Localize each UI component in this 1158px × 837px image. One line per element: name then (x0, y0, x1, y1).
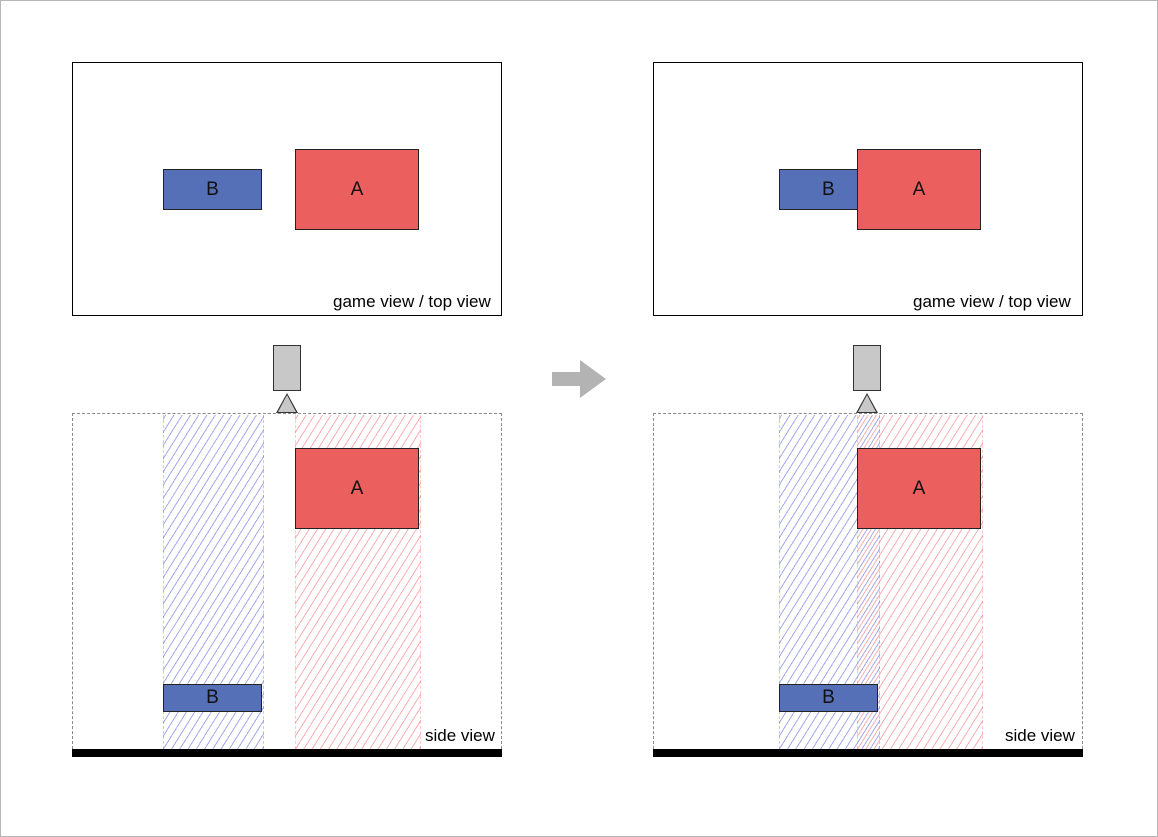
left-side-view-panel (72, 413, 502, 749)
box-a-label: A (350, 477, 364, 499)
left-camera-body-icon (273, 345, 301, 391)
box-a-label: A (350, 178, 364, 200)
left-top-view-panel (72, 62, 502, 316)
box-b-label: B (206, 178, 219, 200)
left-top-box-b: B (163, 169, 262, 210)
left-side-box-b: B (163, 684, 262, 712)
arrow-right-icon (552, 360, 606, 398)
box-a-label: A (912, 477, 926, 499)
box-b-label: B (822, 687, 835, 708)
box-b-label: B (822, 178, 835, 200)
right-camera-lens-icon (856, 393, 878, 413)
left-ground-line (72, 749, 502, 757)
box-a-label: A (912, 178, 926, 200)
left-camera-lens-icon (276, 393, 298, 413)
right-top-box-a: A (857, 149, 981, 230)
left-top-view-caption: game view / top view (333, 292, 491, 311)
box-b-label: B (206, 687, 219, 708)
left-top-box-a: A (295, 149, 419, 230)
right-side-view-panel (653, 413, 1083, 749)
right-side-view-caption: side view (1005, 726, 1075, 745)
right-camera-body-icon (853, 345, 881, 391)
right-top-view-caption: game view / top view (913, 292, 1071, 311)
right-ground-line (653, 749, 1083, 757)
left-side-view-caption: side view (425, 726, 495, 745)
right-side-box-b: B (779, 684, 878, 712)
left-side-box-a: A (295, 448, 419, 529)
right-side-box-a: A (857, 448, 981, 529)
